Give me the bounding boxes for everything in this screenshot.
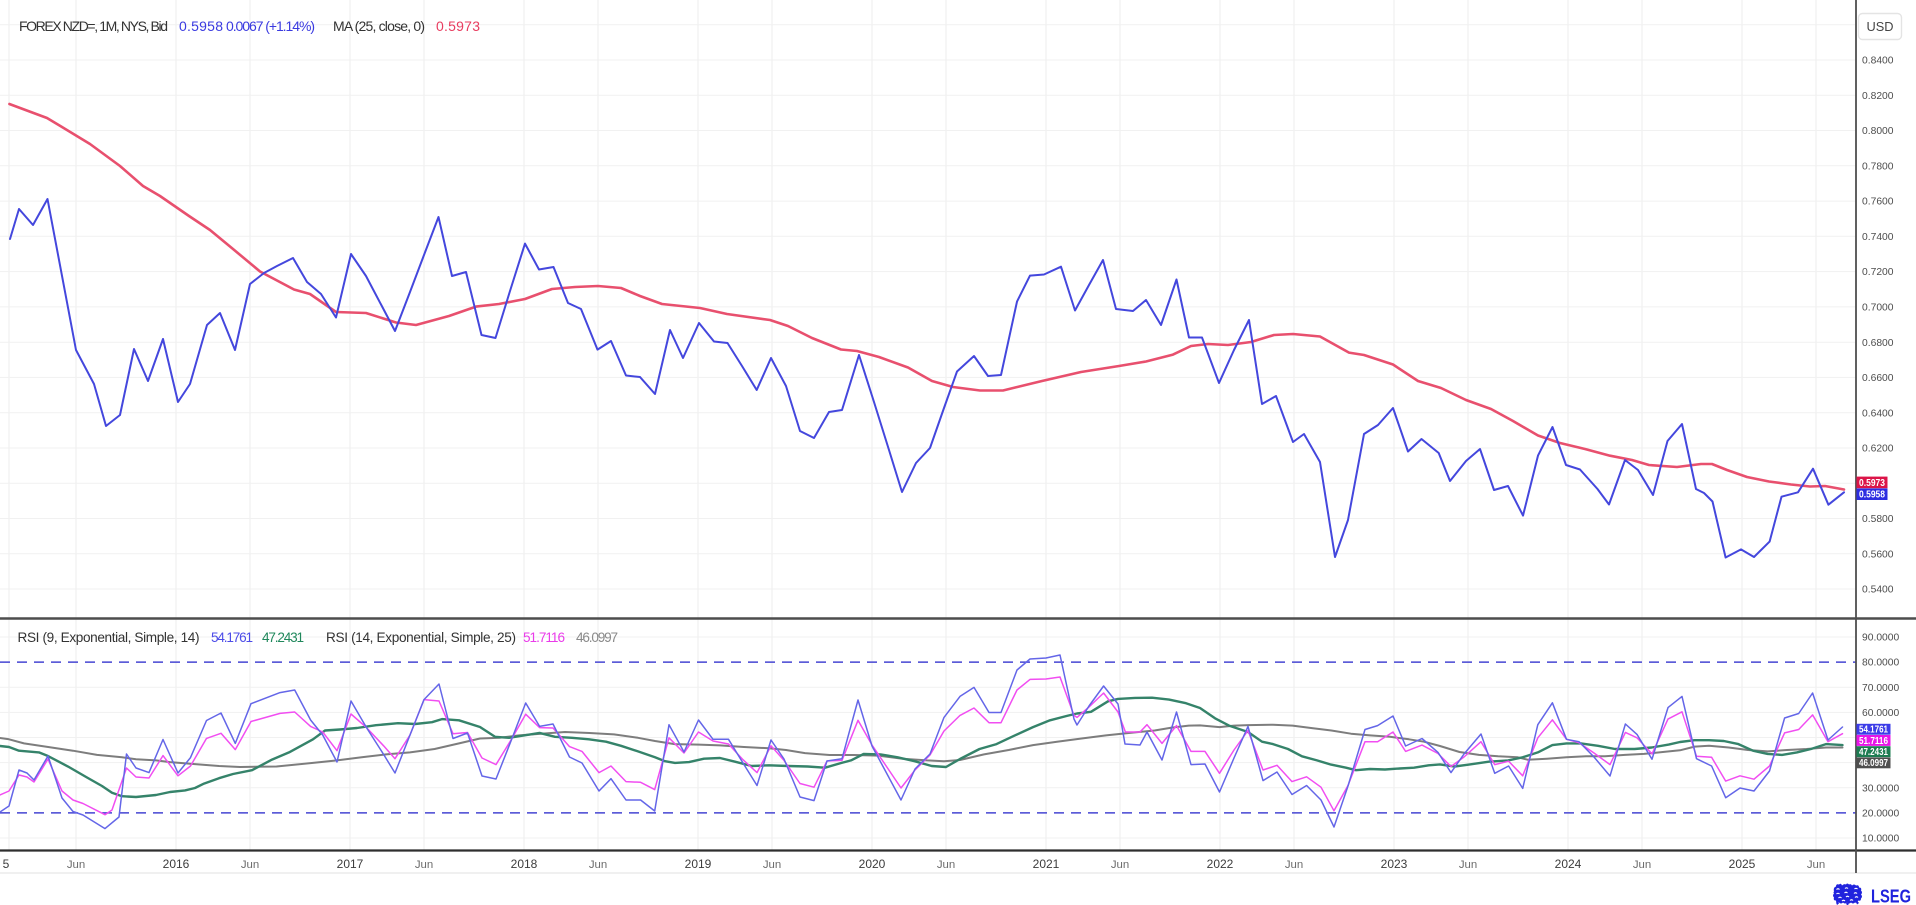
svg-text:USD: USD xyxy=(1866,19,1893,34)
svg-text:0.7400: 0.7400 xyxy=(1862,232,1894,243)
svg-text:90.0000: 90.0000 xyxy=(1862,633,1899,644)
svg-text:2024: 2024 xyxy=(1555,857,1582,871)
svg-text:0.6800: 0.6800 xyxy=(1862,338,1894,349)
svg-text:LSEG: LSEG xyxy=(1871,886,1911,905)
svg-text:54.1761: 54.1761 xyxy=(1859,725,1888,736)
svg-text:46.0997: 46.0997 xyxy=(576,630,618,645)
svg-text:Jun: Jun xyxy=(937,859,955,871)
svg-text:0.5973: 0.5973 xyxy=(1859,478,1885,489)
svg-text:70.0000: 70.0000 xyxy=(1862,683,1899,694)
svg-text:2017: 2017 xyxy=(337,857,364,871)
svg-text:0.5400: 0.5400 xyxy=(1862,585,1894,596)
svg-text:20.0000: 20.0000 xyxy=(1862,809,1899,820)
svg-text:0.5973: 0.5973 xyxy=(436,18,480,34)
svg-text:2023: 2023 xyxy=(1381,857,1408,871)
svg-text:0.8200: 0.8200 xyxy=(1862,91,1894,102)
svg-text:0.5800: 0.5800 xyxy=(1862,514,1894,525)
svg-text:0.7200: 0.7200 xyxy=(1862,267,1894,278)
svg-text:Jun: Jun xyxy=(67,859,85,871)
svg-text:RSI (14, Exponential, Simple,: RSI (14, Exponential, Simple, 25) xyxy=(326,630,516,645)
svg-text:5: 5 xyxy=(3,857,10,871)
svg-text:Jun: Jun xyxy=(415,859,433,871)
svg-text:Jun: Jun xyxy=(1111,859,1129,871)
svg-text:2021: 2021 xyxy=(1033,857,1060,871)
svg-text:10.0000: 10.0000 xyxy=(1862,834,1899,845)
svg-text:0.7000: 0.7000 xyxy=(1862,303,1894,314)
svg-text:60.0000: 60.0000 xyxy=(1862,708,1899,719)
svg-text:Jun: Jun xyxy=(1633,859,1651,871)
svg-text:FOREX NZD=, 1M, NYS, Bid: FOREX NZD=, 1M, NYS, Bid xyxy=(19,18,168,34)
svg-text:0.6600: 0.6600 xyxy=(1862,373,1894,384)
svg-text:51.7116: 51.7116 xyxy=(1859,736,1888,747)
svg-text:MA (25, close, 0): MA (25, close, 0) xyxy=(333,18,425,34)
svg-text:51.7116: 51.7116 xyxy=(523,630,565,645)
svg-text:2018: 2018 xyxy=(511,857,538,871)
svg-text:0.5600: 0.5600 xyxy=(1862,549,1894,560)
svg-text:80.0000: 80.0000 xyxy=(1862,658,1899,669)
svg-text:0.7800: 0.7800 xyxy=(1862,161,1894,172)
svg-text:Jun: Jun xyxy=(589,859,607,871)
svg-text:30.0000: 30.0000 xyxy=(1862,783,1899,794)
svg-text:Jun: Jun xyxy=(1459,859,1477,871)
svg-text:2022: 2022 xyxy=(1207,857,1234,871)
svg-text:46.0997: 46.0997 xyxy=(1859,758,1888,769)
svg-text:0.5958: 0.5958 xyxy=(179,18,223,34)
svg-text:Jun: Jun xyxy=(1807,859,1825,871)
svg-text:0.6200: 0.6200 xyxy=(1862,444,1894,455)
svg-text:2016: 2016 xyxy=(163,857,190,871)
svg-text:0.0067 (+1.14%): 0.0067 (+1.14%) xyxy=(226,18,315,34)
svg-text:0.7600: 0.7600 xyxy=(1862,197,1894,208)
svg-text:Jun: Jun xyxy=(1285,859,1303,871)
svg-text:0.8000: 0.8000 xyxy=(1862,126,1894,137)
svg-text:0.8400: 0.8400 xyxy=(1862,56,1894,67)
svg-text:Jun: Jun xyxy=(241,859,259,871)
svg-text:Jun: Jun xyxy=(763,859,781,871)
svg-text:2020: 2020 xyxy=(859,857,886,871)
svg-text:0.6400: 0.6400 xyxy=(1862,408,1894,419)
svg-text:RSI (9, Exponential, Simple, 1: RSI (9, Exponential, Simple, 14) xyxy=(18,630,200,645)
svg-text:47.2431: 47.2431 xyxy=(1859,747,1888,758)
svg-text:0.5958: 0.5958 xyxy=(1859,490,1885,501)
svg-text:47.2431: 47.2431 xyxy=(262,630,304,645)
svg-text:2025: 2025 xyxy=(1729,857,1756,871)
svg-text:54.1761: 54.1761 xyxy=(211,630,253,645)
svg-text:2019: 2019 xyxy=(685,857,712,871)
